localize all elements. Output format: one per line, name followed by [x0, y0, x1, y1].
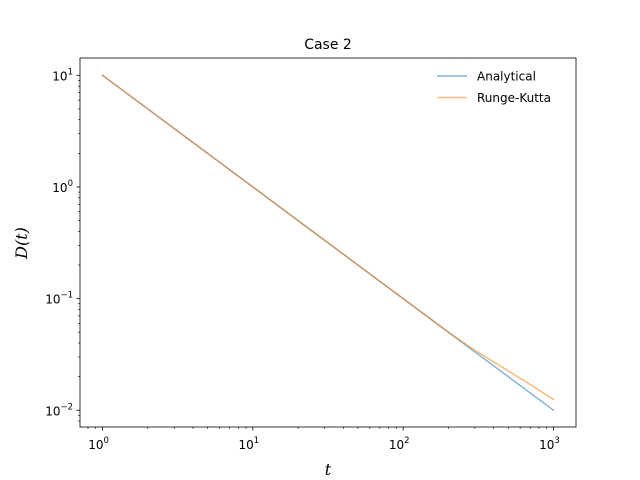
- x-tick-label: 102: [389, 436, 410, 452]
- x-axis-label: t: [325, 460, 332, 479]
- x-tick-label: 101: [239, 436, 260, 452]
- plot-frame: [79, 57, 577, 428]
- chart-title: Case 2: [304, 37, 352, 53]
- legend: Analytical Runge-Kutta: [437, 70, 551, 105]
- y-tick-label: 10−1: [45, 291, 73, 307]
- y-axis-label: D(t): [12, 227, 31, 260]
- y-tick-label: 100: [52, 179, 73, 195]
- x-tick-label: 100: [88, 436, 109, 452]
- legend-label: Analytical: [477, 70, 536, 84]
- series-line-runge-kutta: [101, 74, 555, 401]
- y-tick-label: 10−2: [45, 402, 73, 418]
- legend-label: Runge-Kutta: [477, 91, 551, 105]
- y-tick-label: 101: [52, 67, 73, 83]
- series-layer: [101, 74, 555, 412]
- ticks-layer: 100 101 102 103 101 100 10−1 10−2: [45, 67, 560, 452]
- x-tick-label: 103: [539, 436, 560, 452]
